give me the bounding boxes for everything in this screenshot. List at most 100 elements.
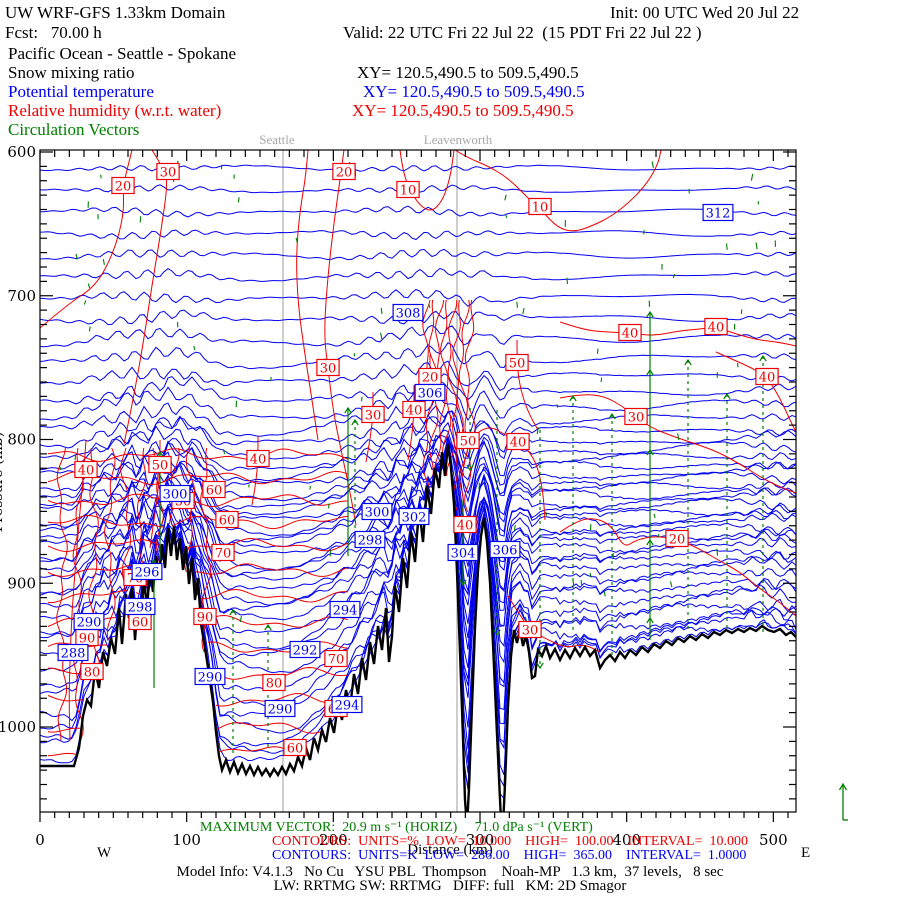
contour-label-value: 40 bbox=[406, 404, 423, 419]
vector-arrowhead bbox=[569, 394, 577, 402]
vector-arrowhead bbox=[156, 450, 164, 458]
small-vector bbox=[600, 377, 603, 383]
small-vector bbox=[566, 277, 569, 285]
small-vector bbox=[102, 259, 105, 265]
contour-label-value: 40 bbox=[622, 327, 639, 342]
rh-contour-line bbox=[516, 339, 539, 431]
y-tick-label: 800 bbox=[7, 431, 36, 449]
rh-band-line bbox=[47, 493, 349, 508]
legend-rh-xy: XY= 120.5,490.5 to 509.5,490.5 bbox=[352, 101, 574, 120]
y-tick-label: 1000 bbox=[0, 718, 36, 736]
vector-arrowhead bbox=[459, 579, 467, 587]
contour-label-box bbox=[361, 405, 385, 424]
contour-label-value: 20 bbox=[336, 166, 353, 181]
theta-contour-line bbox=[40, 288, 796, 307]
vector-arrowhead bbox=[646, 310, 654, 318]
contour-label-box bbox=[755, 367, 779, 386]
contour-label-value: 60 bbox=[132, 616, 149, 631]
contour-label-box bbox=[398, 507, 430, 526]
small-vector bbox=[505, 213, 508, 219]
contour-label-value: 40 bbox=[510, 436, 527, 451]
small-vector bbox=[75, 253, 78, 260]
model-info-line2: LW: RRTMG SW: RRTMG DIFF: full KM: 2D Sm… bbox=[273, 878, 627, 894]
contour-label-value: 306 bbox=[418, 387, 443, 402]
contour-label-box bbox=[506, 432, 530, 451]
contour-label-box bbox=[396, 180, 420, 199]
rh-contour-info: CONTOURS: UNITS=% LOW= 10.000 HIGH= 100.… bbox=[272, 834, 748, 849]
legend-theta-label: Potential temperature bbox=[8, 82, 154, 101]
contour-label-value: 60 bbox=[287, 742, 304, 757]
small-vector bbox=[653, 513, 656, 519]
small-vector bbox=[295, 237, 298, 243]
small-vector bbox=[504, 194, 507, 201]
rh-contour-line bbox=[559, 394, 796, 494]
vector-arrowhead bbox=[466, 464, 474, 472]
small-vector bbox=[193, 345, 196, 351]
small-vector bbox=[572, 580, 575, 586]
small-vector bbox=[59, 466, 62, 471]
terrain-profile bbox=[40, 443, 796, 812]
contour-label-value: 90 bbox=[197, 611, 214, 626]
vector-arrowhead bbox=[646, 448, 654, 456]
vector-arrowhead bbox=[646, 616, 654, 624]
x-tick-label: 300 bbox=[466, 831, 495, 849]
small-vector bbox=[327, 503, 330, 509]
axes bbox=[39, 149, 797, 822]
contour-label-value: 20 bbox=[422, 371, 439, 386]
contour-label-value: 294 bbox=[335, 699, 360, 714]
theta-contour-line bbox=[40, 164, 796, 172]
contour-label-box bbox=[528, 197, 552, 216]
contour-label-box bbox=[202, 480, 226, 499]
contour-label-box bbox=[624, 407, 648, 426]
vector-arrowhead bbox=[536, 662, 544, 670]
contour-label-value: 30 bbox=[522, 624, 539, 639]
legend-vectors-label: Circulation Vectors bbox=[8, 120, 140, 139]
contour-label-value: 30 bbox=[365, 409, 382, 424]
y-tick-label: 700 bbox=[7, 287, 36, 305]
contour-label-value: 60 bbox=[206, 484, 223, 499]
legend-theta-xy: XY= 120.5,490.5 to 509.5,490.5 bbox=[363, 82, 585, 101]
theta-contour-line bbox=[40, 436, 796, 533]
contour-label-box bbox=[489, 540, 521, 559]
contour-label-box bbox=[361, 502, 393, 521]
small-vector bbox=[736, 362, 739, 368]
contour-label-value: 10 bbox=[400, 184, 417, 199]
contour-label-value: 40 bbox=[759, 371, 776, 386]
contour-label-box bbox=[194, 667, 226, 686]
contour-label-value: 292 bbox=[293, 644, 318, 659]
contour-label-value: 50 bbox=[460, 435, 477, 450]
vector-arrowhead bbox=[351, 418, 359, 426]
reference-vector-head bbox=[838, 782, 848, 791]
theta-contour-line bbox=[40, 342, 796, 370]
small-vector bbox=[651, 161, 654, 168]
rh-band-line bbox=[47, 692, 345, 707]
x-tick-label: 100 bbox=[172, 831, 201, 849]
small-vector bbox=[750, 173, 754, 181]
contour-label-value: 70 bbox=[328, 653, 345, 668]
small-vector bbox=[556, 404, 559, 408]
circulation-vectors bbox=[59, 160, 777, 756]
contour-label-value: 290 bbox=[198, 671, 223, 686]
contour-label-value: 30 bbox=[160, 166, 177, 181]
rh-contour-line bbox=[251, 435, 259, 506]
small-vector bbox=[725, 243, 728, 250]
contour-label-box bbox=[124, 597, 156, 616]
rh-band-line bbox=[47, 746, 301, 757]
contour-label-box bbox=[193, 607, 217, 626]
theta-contour-line bbox=[40, 411, 796, 460]
small-vector bbox=[478, 482, 481, 490]
rh-contour-line bbox=[454, 150, 662, 232]
contour-label-box bbox=[148, 455, 172, 474]
small-vector bbox=[83, 300, 87, 305]
contour-label-box bbox=[73, 612, 105, 631]
legend-snow-xy: XY= 120.5,490.5 to 509.5,490.5 bbox=[357, 63, 579, 82]
vector-arrowhead bbox=[723, 392, 731, 400]
small-vector bbox=[139, 216, 142, 223]
contour-label-box bbox=[702, 203, 734, 222]
x-tick-label: 0 bbox=[35, 831, 45, 849]
contour-label-value: 300 bbox=[163, 488, 188, 503]
plot-area bbox=[40, 150, 796, 812]
small-vector bbox=[458, 566, 461, 573]
x-axis-title: Distance (km) bbox=[407, 842, 493, 858]
